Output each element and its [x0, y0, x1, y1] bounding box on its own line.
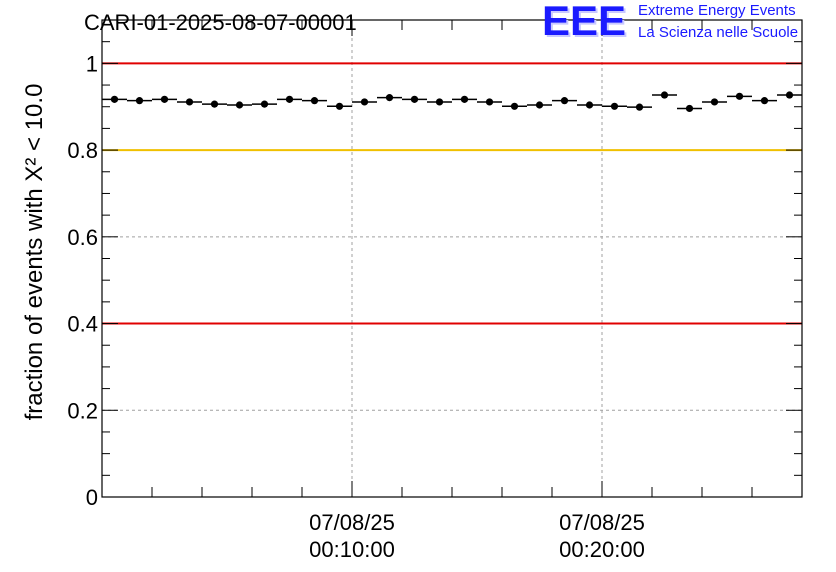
data-point	[585, 101, 594, 109]
y-tick-label: 0.8	[67, 138, 98, 163]
y-tick-label: 0.4	[67, 312, 98, 337]
reference-lines	[102, 62, 802, 325]
axis-ticks: 00.20.40.60.8107/08/2500:10:0007/08/2500…	[67, 19, 803, 562]
data-point	[335, 102, 344, 110]
data-point	[235, 101, 244, 109]
data-point	[610, 102, 619, 110]
data-point	[660, 91, 669, 99]
data-point	[360, 98, 369, 106]
y-tick-label: 0	[86, 485, 98, 510]
data-point	[285, 95, 294, 103]
data-points	[102, 91, 802, 113]
data-point	[460, 95, 469, 103]
plot-frame	[101, 19, 803, 498]
data-point	[185, 98, 194, 106]
data-point	[535, 101, 544, 109]
logo-line-2: La Scienza nelle Scuole	[638, 24, 799, 41]
data-point	[210, 100, 219, 108]
data-point	[260, 100, 269, 108]
data-point	[135, 97, 144, 105]
data-point	[760, 97, 769, 105]
grid-lines	[102, 20, 802, 497]
y-axis-label: fraction of events with X² < 10.0	[21, 84, 48, 421]
data-point	[785, 91, 794, 99]
data-point	[685, 104, 694, 113]
logo-mark: EEE	[542, 0, 626, 44]
data-point	[510, 102, 519, 110]
data-point	[385, 94, 394, 102]
data-point	[735, 92, 744, 100]
logo-mark-shadow: EEE	[544, 0, 628, 44]
data-point	[635, 103, 644, 111]
x-tick-label-date: 07/08/25	[309, 510, 395, 535]
x-tick-label-time: 00:20:00	[559, 537, 645, 562]
y-tick-label: 0.6	[67, 225, 98, 250]
eee-logo-icon: EEE EEE	[542, 0, 628, 44]
page-title: CARI-01-2025-08-07-00001	[84, 10, 357, 35]
x-tick-label-date: 07/08/25	[559, 510, 645, 535]
logo-line-1: Extreme Energy Events	[638, 2, 796, 19]
x-tick-label-time: 00:10:00	[309, 537, 395, 562]
data-point	[160, 95, 169, 103]
data-point	[485, 98, 494, 106]
data-point	[435, 98, 444, 106]
data-point	[410, 95, 419, 103]
data-point	[110, 95, 119, 103]
data-point	[310, 97, 319, 105]
data-point	[560, 97, 569, 105]
y-tick-label: 1	[86, 51, 98, 76]
data-point	[710, 98, 719, 106]
y-tick-label: 0.2	[67, 398, 98, 423]
